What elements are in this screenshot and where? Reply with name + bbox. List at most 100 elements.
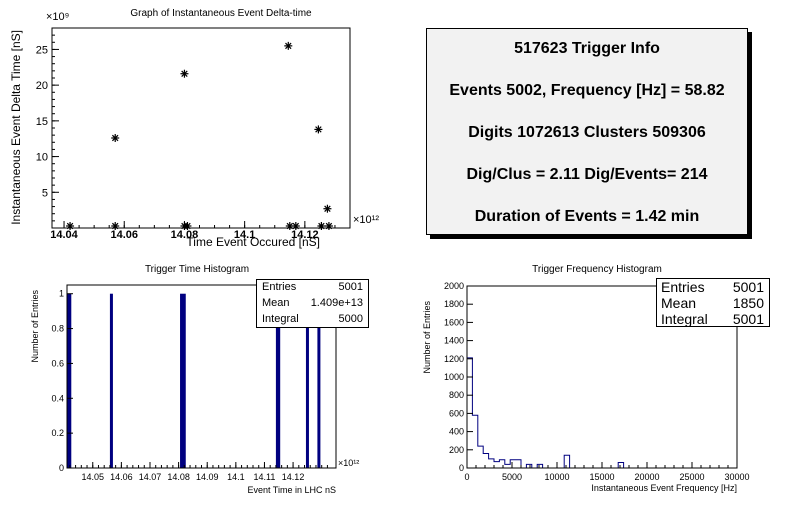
x-tick-label: 14.08 xyxy=(171,229,199,241)
histogram-bar xyxy=(305,293,309,468)
point-stroke xyxy=(286,222,294,230)
chart-title: Graph of Instantaneous Event Delta-time xyxy=(130,8,312,19)
y-tick-label: 1400 xyxy=(444,336,464,346)
x-tick-label: 14.1 xyxy=(227,472,245,482)
x-tick-label: 14.08 xyxy=(167,472,190,482)
info-ratio: Dig/Clus = 2.11 Dig/Events= 214 xyxy=(466,166,708,183)
x-tick-label: 14.04 xyxy=(50,229,78,241)
histogram-bin xyxy=(618,463,623,468)
y-tick-label: 1200 xyxy=(444,354,464,364)
stats-integral-label: Integral xyxy=(661,311,708,327)
y-tick-label: 1000 xyxy=(444,372,464,382)
point-stroke xyxy=(318,222,325,230)
x-multiplier: ×10¹² xyxy=(338,458,359,468)
histogram-bin xyxy=(483,453,488,468)
point-stroke xyxy=(285,42,292,50)
data-point xyxy=(180,69,189,78)
x-axis-label: Instantaneous Event Frequency [Hz] xyxy=(591,483,737,493)
histogram-bin xyxy=(505,464,510,468)
y-tick-label: 10 xyxy=(36,152,48,164)
y-multiplier: ×10⁹ xyxy=(46,11,69,23)
histogram-bin xyxy=(499,460,504,468)
data-point xyxy=(66,222,75,230)
info-events: Events 5002, Frequency [Hz] = 58.82 xyxy=(449,82,725,99)
x-axis-label: Time Event Occured [nS] xyxy=(186,235,320,249)
y-axis-label: Instantaneous Event Delta Time [nS] xyxy=(9,30,23,225)
histogram-bar xyxy=(275,293,281,468)
x-tick-label: 14.05 xyxy=(81,472,104,482)
info-duration: Duration of Events = 1.42 min xyxy=(474,208,700,225)
time-hist-stats-box: Entries 5001 Mean 1.409e+13 Integral 5000 xyxy=(256,279,369,328)
x-axis-label: Event Time in LHC nS xyxy=(247,485,336,495)
data-point xyxy=(324,222,333,230)
stats-entries-value: 5001 xyxy=(732,279,764,295)
point-stroke xyxy=(292,222,300,230)
data-point xyxy=(111,222,120,230)
stats-mean-value: 1850 xyxy=(732,295,764,311)
stats-integral-label: Integral xyxy=(262,313,299,325)
y-tick-label: 600 xyxy=(449,408,464,418)
histogram-bin xyxy=(489,459,494,468)
stats-integral-value: 5001 xyxy=(732,311,764,327)
x-tick-label: 5000 xyxy=(502,472,522,482)
y-tick-label: 200 xyxy=(449,445,464,455)
histogram-bar xyxy=(317,293,321,468)
x-tick-label: 14.07 xyxy=(139,472,162,482)
stats-integral-value: 5000 xyxy=(338,313,363,325)
y-tick-label: 1600 xyxy=(444,317,464,327)
delta-time-graph: Graph of Instantaneous Event Delta-time 1… xyxy=(9,8,379,249)
y-tick-label: 0 xyxy=(459,463,464,473)
y-tick-label: 800 xyxy=(449,390,464,400)
y-tick-label: 1 xyxy=(59,289,64,299)
data-point xyxy=(291,222,300,230)
freq-hist-stats-box: Entries 5001 Mean 1850 Integral 5001 xyxy=(656,278,770,327)
histogram-bin xyxy=(537,464,542,468)
data-point xyxy=(314,125,323,134)
histogram-bin xyxy=(472,415,477,468)
chart-title: Trigger Time Histogram xyxy=(145,264,249,275)
y-tick-label: 15 xyxy=(36,116,48,128)
point-stroke xyxy=(181,70,188,77)
stats-mean-label: Mean xyxy=(661,295,697,311)
x-tick-label: 0 xyxy=(464,472,469,482)
y-tick-label: 0.6 xyxy=(51,358,64,368)
data-point xyxy=(323,204,332,213)
histogram-outline xyxy=(466,357,629,469)
x-tick-label: 14.09 xyxy=(196,472,219,482)
histogram-bin xyxy=(564,455,569,468)
stats-entries-label: Entries xyxy=(661,279,705,295)
point-stroke xyxy=(324,205,331,212)
x-tick-label: 30000 xyxy=(724,472,749,482)
y-tick-label: 5 xyxy=(42,187,48,199)
point-stroke xyxy=(111,222,119,230)
stats-entries-label: Entries xyxy=(262,281,297,293)
y-tick-label: 0 xyxy=(59,463,64,473)
point-stroke xyxy=(184,222,191,230)
x-tick-label: 14.12 xyxy=(291,229,319,241)
y-tick-label: 0.8 xyxy=(51,324,64,334)
y-axis-label: Number of Entries xyxy=(422,301,432,374)
plot-frame xyxy=(51,27,351,229)
data-point xyxy=(317,222,326,230)
x-tick-label: 14.06 xyxy=(110,472,133,482)
x-tick-label: 14.06 xyxy=(110,229,138,241)
histogram-bar xyxy=(180,293,186,468)
data-point xyxy=(111,134,120,142)
y-tick-label: 0.2 xyxy=(51,428,64,438)
y-tick-label: 400 xyxy=(449,427,464,437)
y-tick-label: 2000 xyxy=(444,281,464,291)
histogram-bin xyxy=(478,446,483,468)
histogram-bar xyxy=(67,293,72,468)
x-tick-label: 14.12 xyxy=(282,472,305,482)
trigger-info-panel: 517623 Trigger Info Events 5002, Frequen… xyxy=(426,28,748,235)
x-tick-label: 15000 xyxy=(589,472,614,482)
data-point xyxy=(284,41,293,50)
y-tick-label: 1800 xyxy=(444,299,464,309)
histogram-bar xyxy=(109,293,113,468)
y-tick-label: 0.4 xyxy=(51,393,64,403)
x-tick-label: 20000 xyxy=(634,472,659,482)
stats-mean-label: Mean xyxy=(262,297,290,309)
info-digits: Digits 1072613 Clusters 509306 xyxy=(468,124,706,141)
x-multiplier: ×10¹² xyxy=(353,214,379,226)
